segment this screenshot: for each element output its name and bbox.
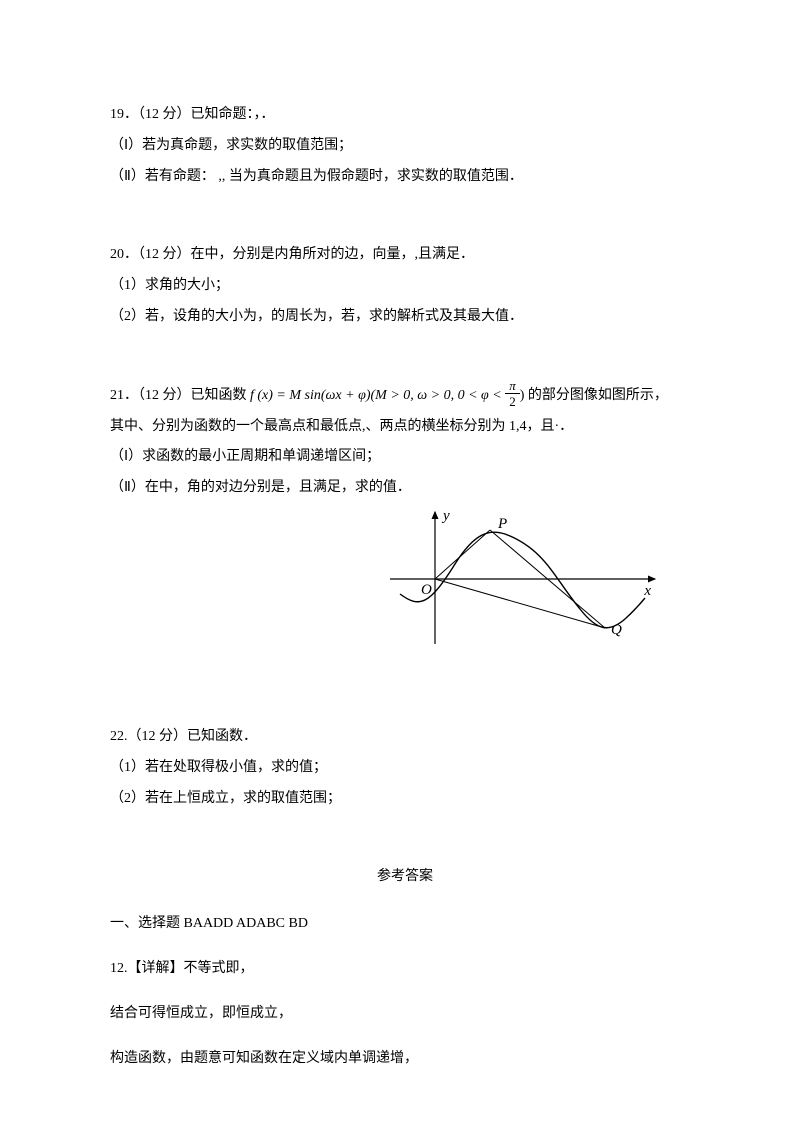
answers-line1: 一、选择题 BAADD ADABC BD: [110, 909, 700, 940]
q21-prefix: 21．（12 分）已知函数: [110, 388, 250, 403]
document-page: 19．（12 分）已知命题：，． （Ⅰ）若为真命题，求实数的取值范围； （Ⅱ）若…: [0, 0, 800, 1132]
question-21: 21．（12 分）已知函数 f (x) = M sin(ωx + φ)(M > …: [110, 381, 700, 674]
q21-line2: 其中、分别为函数的一个最高点和最低点,、两点的横坐标分别为 1,4，且·．: [110, 412, 700, 443]
answers-title: 参考答案: [110, 862, 700, 893]
q21-suffix: 的部分图像如图所示，: [524, 388, 668, 403]
q20-line3: （2）若，设角的大小为，的周长为，若，求的解析式及其最大值．: [110, 302, 700, 333]
answers-line2: 12.【详解】不等式即，: [110, 954, 700, 985]
svg-text:O: O: [421, 582, 432, 598]
q21-graph-container: y x O P Q: [110, 504, 700, 674]
svg-text:y: y: [441, 508, 450, 524]
q22-line2: （1）若在处取得极小值，求的值；: [110, 753, 700, 784]
q19-line1: 19．（12 分）已知命题：，．: [110, 100, 700, 131]
q19-line3: （Ⅱ）若有命题： ,, 当为真命题且为假命题时，求实数的取值范围．: [110, 162, 700, 193]
answers-section: 参考答案 一、选择题 BAADD ADABC BD 12.【详解】不等式即， 结…: [110, 862, 700, 1074]
answers-line4: 构造函数，由题意可知函数在定义域内单调递增，: [110, 1044, 700, 1075]
svg-text:Q: Q: [611, 622, 622, 638]
fraction-pi-over-2: π2: [505, 379, 520, 408]
svg-text:P: P: [497, 516, 507, 532]
answers-line3: 结合可得恒成立，即恒成立，: [110, 999, 700, 1030]
question-20: 20．（12 分）在中，分别是内角所对的边，向量，,且满足． （1）求角的大小；…: [110, 240, 700, 332]
q21-formula: f (x) = M sin(ωx + φ)(M > 0, ω > 0, 0 < …: [250, 388, 524, 403]
svg-text:x: x: [643, 583, 651, 599]
q21-line4: （Ⅱ）在中，角的对边分别是，且满足，求的值．: [110, 473, 700, 504]
q22-line1: 22.（12 分）已知函数．: [110, 722, 700, 753]
q20-line1: 20．（12 分）在中，分别是内角所对的边，向量，,且满足．: [110, 240, 700, 271]
q20-line2: （1）求角的大小；: [110, 271, 700, 302]
q19-line2: （Ⅰ）若为真命题，求实数的取值范围；: [110, 131, 700, 162]
sine-graph: y x O P Q: [380, 504, 660, 654]
question-19: 19．（12 分）已知命题：，． （Ⅰ）若为真命题，求实数的取值范围； （Ⅱ）若…: [110, 100, 700, 192]
question-22: 22.（12 分）已知函数． （1）若在处取得极小值，求的值； （2）若在上恒成…: [110, 722, 700, 814]
q21-line3: （Ⅰ）求函数的最小正周期和单调递增区间；: [110, 442, 700, 473]
q21-line1: 21．（12 分）已知函数 f (x) = M sin(ωx + φ)(M > …: [110, 381, 700, 412]
q22-line3: （2）若在上恒成立，求的取值范围；: [110, 784, 700, 815]
